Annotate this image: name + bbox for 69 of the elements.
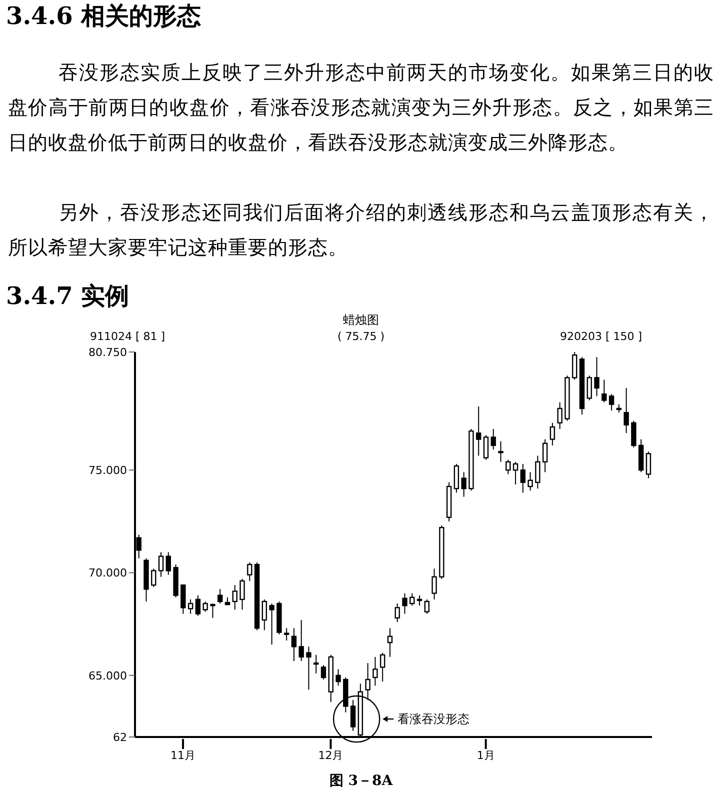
text: 另外，吞没形态还同我们后面将介绍的刺透线形态和乌云盖顶形态有关，所以希望大家要牢记这种重要的形态。 [8,200,714,261]
candlestick [195,594,201,616]
text: 3.4.7 实例 [6,280,130,312]
candlestick [572,352,578,380]
caption: 图 3－8A [328,772,394,790]
y-tick-label: 75.000 [88,464,127,477]
candlestick [180,584,186,614]
candlestick [232,584,238,610]
candlestick [528,472,533,492]
text: 911024 [ 81 ] [90,330,166,343]
candlestick [365,662,370,701]
candlestick [284,628,290,641]
text: 吞没形态实质上反映了三外升形态中前两天的市场变化。如果第三日的收盘价高于前两日的收盘价，看涨吞没形态就演变为三外升形态。反之，如果第三日的收盘价低于前两日的收盘价，看跌吞没形态就演变成三外降形态。 [8,60,714,156]
candlestick [512,461,518,485]
candlestick [498,440,504,462]
candlestick [298,619,304,662]
candlestick [535,455,540,490]
candlestick [520,463,526,494]
candlestick [608,394,614,412]
candlestick [202,600,208,612]
candlestick [210,603,216,618]
candlestick [586,375,592,401]
candlestick [542,438,548,473]
candlestick [240,578,245,610]
candlestick [624,387,629,434]
candlestick [394,603,400,623]
candlestick [188,598,194,614]
text: ( 75.75 ) [337,330,385,343]
candlestick [247,562,252,582]
candlestick [454,463,460,494]
candlestick [291,628,297,662]
candlestick [372,656,378,686]
candlestick [269,603,274,646]
candlestick [410,592,415,606]
candlestick [387,628,393,658]
candlestick [550,422,556,446]
y-tick-label: 65.000 [88,669,127,682]
candlestick [320,664,326,680]
candlestick [314,654,319,674]
candlestick [602,379,607,403]
candlestick [506,459,511,475]
candlestick [476,406,482,456]
candlestick [432,568,437,600]
annotation: 看涨吞没形态 [398,711,470,728]
candlestick [380,652,386,682]
y-tick-label: 62 [113,730,127,744]
candlestick [350,700,356,732]
candlestick [646,451,652,479]
candlestick [557,402,562,430]
candlestick [306,646,312,690]
candlestick [490,428,496,450]
candlestick [217,588,223,604]
candlestick [151,568,156,588]
candlestick [262,598,268,631]
candlestick [402,592,408,614]
candlestick [594,356,600,397]
text: 920203 [ 150 ] [560,330,642,343]
candlestick [166,552,171,576]
candlestick [424,598,430,614]
candlestick [416,594,422,606]
candlestick [461,472,466,498]
y-tick-label: 70.000 [88,566,127,580]
chart-title: 蜡烛图 [342,312,380,329]
y-tick-label: 80.750 [88,346,127,359]
candlestick [631,420,636,448]
candlestick [483,434,489,460]
candlestick [158,552,164,578]
text: 3.4.6 相关的形态 [6,0,202,32]
candlestick [336,668,341,686]
